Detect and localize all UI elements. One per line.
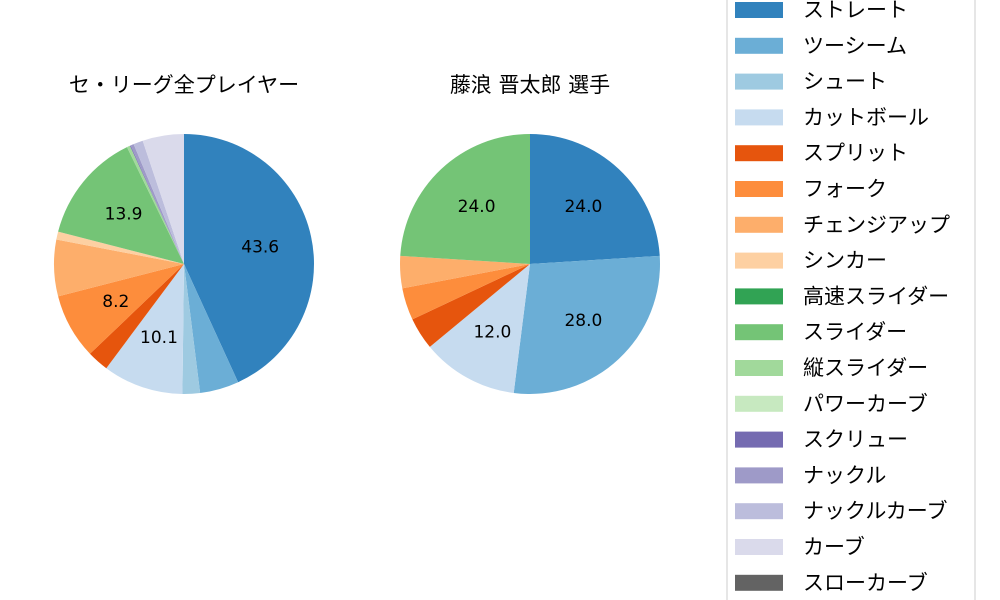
legend-swatch — [735, 574, 783, 591]
legend-label: ナックル — [803, 463, 886, 487]
legend-swatch — [735, 109, 783, 126]
legend-label: 高速スライダー — [803, 284, 949, 308]
slice-スライダー — [400, 133, 530, 264]
legend-swatch — [735, 181, 783, 197]
legend-label: スプリット — [803, 141, 908, 165]
legend-swatch — [735, 360, 783, 376]
slice-ストレート — [184, 134, 314, 383]
legend-swatch — [735, 288, 783, 305]
legend-swatch — [735, 324, 783, 341]
slice-ツーシーム — [513, 255, 660, 395]
slice-value-label: 8.2 — [102, 292, 129, 312]
slice-縦スライダー — [126, 145, 184, 264]
slice-カーブ — [142, 134, 184, 264]
slice-スプリット — [412, 264, 530, 347]
legend-label: シュート — [803, 70, 887, 94]
legend-swatch — [735, 252, 783, 269]
slice-スクリュー — [129, 145, 184, 264]
legend: ストレートツーシームシュートカットボールスプリットフォークチェンジアップシンカー… — [726, 0, 976, 600]
legend-swatch — [735, 503, 783, 520]
slice-value-label: 24.0 — [458, 197, 496, 217]
pie-title-player: 藤浪 晋太郎 選手 — [450, 73, 610, 97]
legend-label: スクリュー — [803, 428, 908, 452]
slice-シュート — [182, 264, 201, 394]
legend-swatch — [735, 395, 783, 412]
slice-チェンジアップ — [399, 255, 530, 289]
slice-ストレート — [530, 134, 660, 264]
pie-title-league: セ・リーグ全プレイヤー — [69, 73, 299, 97]
legend-swatch — [735, 216, 783, 233]
slice-value-label: 12.0 — [473, 322, 511, 342]
legend-label: ストレート — [803, 0, 908, 22]
slice-カットボール — [106, 264, 184, 394]
legend-label: チェンジアップ — [803, 213, 950, 237]
legend-swatch — [735, 2, 783, 18]
legend-label: スライダー — [803, 320, 907, 344]
slice-チェンジアップ — [54, 239, 184, 297]
legend-label: パワーカーブ — [803, 392, 928, 416]
slice-スプリット — [89, 264, 184, 369]
slice-ナックルカーブ — [133, 140, 184, 264]
legend-swatch — [735, 145, 783, 162]
legend-label: スローカーブ — [803, 571, 928, 595]
legend-swatch — [735, 431, 783, 448]
slice-カットボール — [429, 264, 530, 393]
slice-シンカー — [56, 231, 184, 264]
slice-ツーシーム — [184, 264, 239, 393]
slice-value-label: 13.9 — [105, 205, 143, 225]
slice-スライダー — [58, 147, 184, 264]
legend-label: 縦スライダー — [803, 356, 928, 380]
slice-value-label: 10.1 — [140, 328, 178, 348]
legend-label: ツーシーム — [803, 34, 907, 58]
slice-value-label: 24.0 — [564, 197, 602, 217]
legend-label: フォーク — [803, 177, 887, 201]
slice-value-label: 43.6 — [241, 237, 279, 257]
legend-label: ナックルカーブ — [803, 499, 947, 523]
slice-フォーク — [58, 264, 184, 354]
legend-label: カーブ — [803, 535, 865, 559]
slice-ナックル — [130, 144, 184, 264]
legend-swatch — [735, 539, 783, 555]
pie-fujinami-shintaro: 藤浪 晋太郎 選手 24.0 28.0 12.0 24.0 — [399, 73, 660, 395]
pie-league-all-players: セ・リーグ全プレイヤー 43.6 10.1 8.2 13.9 — [54, 73, 314, 394]
legend-swatch — [735, 73, 783, 90]
slice-value-label: 28.0 — [564, 311, 602, 331]
slice-フォーク — [402, 264, 530, 320]
legend-swatch — [735, 37, 783, 54]
legend-label: カットボール — [803, 105, 929, 129]
legend-label: シンカー — [803, 249, 887, 273]
legend-swatch — [735, 467, 783, 484]
